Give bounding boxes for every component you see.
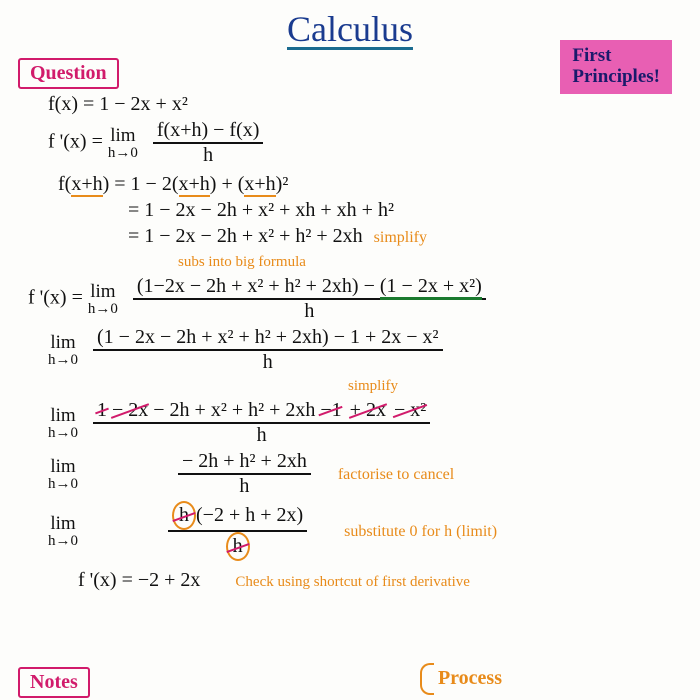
- annot-subs-big: subs into big formula: [178, 254, 306, 271]
- process-label: Process: [438, 667, 502, 698]
- lim-top: lim: [108, 125, 138, 147]
- factored-num: h(−2 + h + 2x): [168, 501, 307, 532]
- numerator: f(x+h) − f(x): [153, 119, 264, 144]
- eq-step10: limh→0 h(−2 + h + 2x) h substitute 0 for…: [48, 501, 682, 561]
- lim-bot: h→0: [108, 145, 138, 162]
- cancel-h-top: h: [172, 501, 196, 530]
- eq-fx: f(x) = 1 − 2x + x²: [48, 93, 682, 116]
- first-principles-badge: First Principles!: [560, 40, 672, 94]
- big-num: (1−2x − 2h + x² + h² + 2xh) − (1 − 2x + …: [133, 275, 486, 300]
- fraction: f(x+h) − f(x) h: [153, 119, 264, 167]
- cancel-h-bot: h: [226, 532, 250, 561]
- annot-sub0: substitute 0 for h (limit): [344, 523, 497, 541]
- eq-result: f '(x) = −2 + 2x Check using shortcut of…: [78, 569, 682, 592]
- fprime-left2: f '(x) =: [28, 287, 83, 309]
- annot-check: Check using shortcut of first derivative: [235, 574, 470, 591]
- eq-step9: limh→0 − 2h + h² + 2xh h factorise to ca…: [48, 450, 682, 498]
- eq-step8: limh→0 1 − 2x − 2h + x² + h² + 2xh −1 + …: [48, 399, 682, 447]
- eq-expand2: = 1 − 2x − 2h + x² + h² + 2xh simplify: [128, 225, 682, 248]
- eq-expand1: = 1 − 2x − 2h + x² + xh + xh + h²: [128, 199, 682, 222]
- eq-fxh: f(x+h) = 1 − 2(x+h) + (x+h)²: [58, 173, 682, 196]
- annot-simplify1: simplify: [374, 229, 427, 247]
- eq-fprime-def: f '(x) = lim h→0 f(x+h) − f(x) h replace…: [48, 119, 682, 167]
- limit: lim h→0: [108, 125, 138, 162]
- bottom-labels: Notes Process: [18, 667, 682, 698]
- annot-simplify2: simplify: [348, 378, 398, 395]
- eq-step7: limh→0 (1 − 2x − 2h + x² + h² + 2xh) − 1…: [48, 326, 682, 374]
- factored-den: h: [168, 532, 307, 561]
- fprime-left: f '(x) =: [48, 131, 103, 153]
- denominator: h: [153, 144, 264, 167]
- eq-big-sub: f '(x) = limh→0 (1−2x − 2h + x² + h² + 2…: [28, 275, 682, 323]
- notes-label: Notes: [18, 667, 90, 698]
- question-label: Question: [18, 58, 119, 89]
- annot-factorise: factorise to cancel: [338, 466, 454, 484]
- fp-line2: Principles!: [572, 66, 660, 87]
- fp-line1: First: [572, 45, 611, 66]
- math-working: f(x) = 1 − 2x + x² f '(x) = lim h→0 f(x+…: [18, 93, 682, 592]
- cancel-num: 1 − 2x − 2h + x² + h² + 2xh −1 + 2x − x²: [93, 399, 430, 424]
